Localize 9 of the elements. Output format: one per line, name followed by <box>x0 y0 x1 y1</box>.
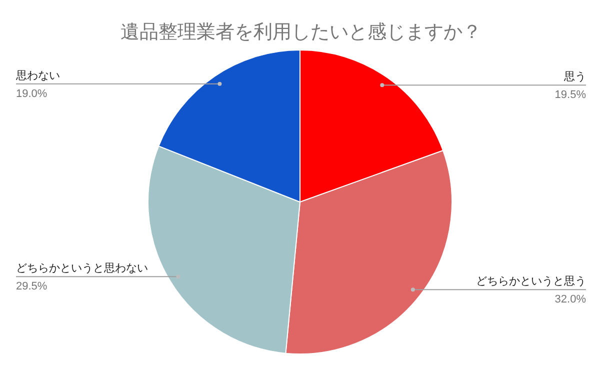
slice-label: どちらかというと思わない <box>16 262 148 275</box>
data-label: 32.0% <box>554 294 586 306</box>
data-label: 19.5% <box>554 89 586 102</box>
slice-label: 思わない <box>15 70 60 82</box>
data-label: 19.0% <box>16 88 48 100</box>
slice-label: どちらかというと思う <box>476 276 586 288</box>
slice-label: 思う <box>563 71 586 84</box>
data-label: 29.5% <box>16 280 48 293</box>
chart-title: 遺品整理業者を利用したいと感じますか？ <box>120 22 482 43</box>
